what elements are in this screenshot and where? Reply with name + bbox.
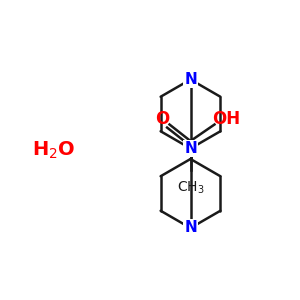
Text: N: N [184, 72, 197, 87]
Text: N: N [184, 220, 197, 236]
Text: OH: OH [212, 110, 240, 128]
Text: CH$_3$: CH$_3$ [177, 180, 204, 196]
Text: N: N [184, 141, 197, 156]
Text: O: O [155, 110, 169, 128]
Text: H$_2$O: H$_2$O [32, 139, 76, 161]
